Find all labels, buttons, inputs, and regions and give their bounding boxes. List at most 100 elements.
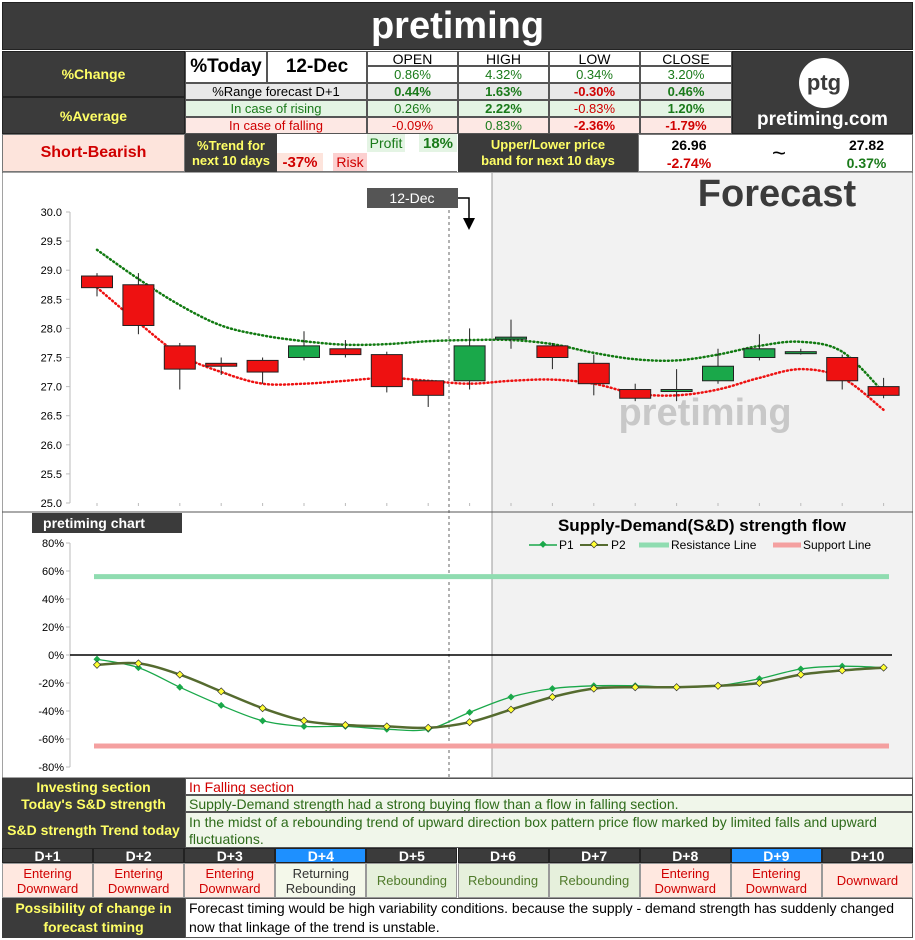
app-title: pretiming <box>2 2 913 50</box>
falling-value-low: -2.36% <box>549 117 640 134</box>
legend-p1: P1 <box>559 538 574 552</box>
day-header-9: D+9 <box>730 848 822 863</box>
risk-value: -37% <box>277 153 323 171</box>
rising-value-close: 1.20% <box>640 100 732 117</box>
day-header-3: D+3 <box>184 848 276 863</box>
day-value-8: Entering Downward <box>639 863 731 898</box>
sd-tick-label: 60% <box>42 566 64 578</box>
candle-body <box>288 345 320 359</box>
p2-point <box>217 687 226 696</box>
forecast-label: Forecast <box>698 173 857 215</box>
day-header-10: D+10 <box>821 848 913 863</box>
p1-point <box>507 693 515 701</box>
day-value-6: Rebounding <box>457 863 549 898</box>
ptg-logo: ptg <box>799 58 849 108</box>
p2-point <box>879 663 888 672</box>
day-value-4: Returning Rebounding <box>275 863 367 898</box>
rising-value-low: -0.83% <box>549 100 640 117</box>
candle-body <box>329 348 362 356</box>
price-bands <box>95 248 885 412</box>
candle-body <box>122 284 155 326</box>
p2-point <box>92 660 102 669</box>
price-tick-label: 29.5 <box>41 236 62 248</box>
day-value-2: Entering Downward <box>93 863 185 898</box>
date-marker-box <box>367 188 458 208</box>
pct-change-label: %Change <box>2 51 185 97</box>
p1-point <box>548 685 556 693</box>
candle-body <box>536 345 569 359</box>
pct-average-label: %Average <box>2 97 185 134</box>
site-name: pretiming.com <box>757 109 888 130</box>
candle-body <box>205 362 238 367</box>
p1-point <box>176 683 184 691</box>
candle-body <box>826 357 859 382</box>
p2-point <box>258 704 267 713</box>
price-tick-label: 27.0 <box>41 382 62 394</box>
p1-point <box>93 655 101 663</box>
today-value-low: 0.34% <box>549 66 640 83</box>
candle-body <box>702 365 734 382</box>
p2-point <box>672 683 681 692</box>
day-header-2: D+2 <box>93 848 185 863</box>
legend-resistance: Resistance Line <box>671 538 757 552</box>
candle-body <box>743 348 776 359</box>
candle-body <box>495 336 527 340</box>
p2-point <box>631 683 640 692</box>
upper-band-line <box>95 248 885 394</box>
today-value-open: 0.86% <box>367 66 458 83</box>
sd-chart-title: Supply-Demand(S&D) strength flow <box>558 516 847 535</box>
sd-y-axis: 80% 60% 40% 20% 0% -20% -40% -60% -80% <box>38 538 892 774</box>
sd-today-label: Today's S&D strength <box>2 795 185 812</box>
footer-text: Forecast timing would be high variabilit… <box>185 898 913 938</box>
sd-tick-label: -60% <box>38 734 64 746</box>
day-value-7: Rebounding <box>548 863 640 898</box>
candle-body <box>453 345 486 382</box>
p2-point <box>341 720 350 730</box>
price-tick-label: 28.0 <box>41 323 62 335</box>
falling-value-close: -1.79% <box>640 117 732 134</box>
sd-tick-label: -80% <box>38 762 64 774</box>
candle-body <box>163 345 196 370</box>
profit-value: 18% <box>419 134 457 152</box>
today-label: %Today <box>185 51 267 83</box>
profit-cell: Profit 18% <box>367 134 457 172</box>
falling-label: In case of falling <box>185 117 367 134</box>
day-value-1: Entering Downward <box>2 863 94 898</box>
falling-value-high: 0.83% <box>458 117 549 134</box>
range-value-open: 0.44% <box>367 83 458 100</box>
price-tick-label: 29.0 <box>41 265 62 277</box>
p2-point <box>424 723 433 732</box>
sd-today-value: Supply-Demand strength had a strong buyi… <box>185 795 913 812</box>
legend-support: Support Line <box>803 538 871 552</box>
p2-point <box>548 692 557 702</box>
trend-status: Short-Bearish <box>2 134 185 172</box>
candle-body <box>784 351 817 355</box>
band-tilde: ~ <box>771 140 786 167</box>
forecast-region <box>492 173 912 777</box>
p2-point <box>796 670 805 679</box>
falling-value-open: -0.09% <box>367 117 458 134</box>
price-tick-label: 28.5 <box>41 294 62 306</box>
p2-point <box>506 705 516 714</box>
col-header-open: OPEN <box>367 51 458 66</box>
p2-point <box>134 659 143 668</box>
charts-area: Forecast pretiming 12-Dec 30.0 29.5 29.0 28… <box>2 172 913 778</box>
day-value-9: Entering Downward <box>730 863 822 898</box>
date-marker-arrow-line <box>458 197 470 224</box>
price-tick-label: 26.0 <box>41 440 62 452</box>
day-value-10: Downward <box>821 863 913 898</box>
rising-value-high: 2.22% <box>458 100 549 117</box>
today-value-high: 4.32% <box>458 66 549 83</box>
p1-point <box>217 701 225 709</box>
upper-pct: 0.37% <box>846 154 887 171</box>
candle-body <box>577 362 610 385</box>
p1-point <box>755 675 763 683</box>
date-marker: 12-Dec <box>389 190 434 206</box>
rising-label: In case of rising <box>185 100 367 117</box>
day-value-5: Rebounding <box>366 863 458 898</box>
date-marker-arrow-head <box>463 218 475 230</box>
candle-body <box>867 386 900 396</box>
p2-point <box>838 666 847 675</box>
p2-point <box>589 684 598 693</box>
sd-lines <box>92 574 889 749</box>
